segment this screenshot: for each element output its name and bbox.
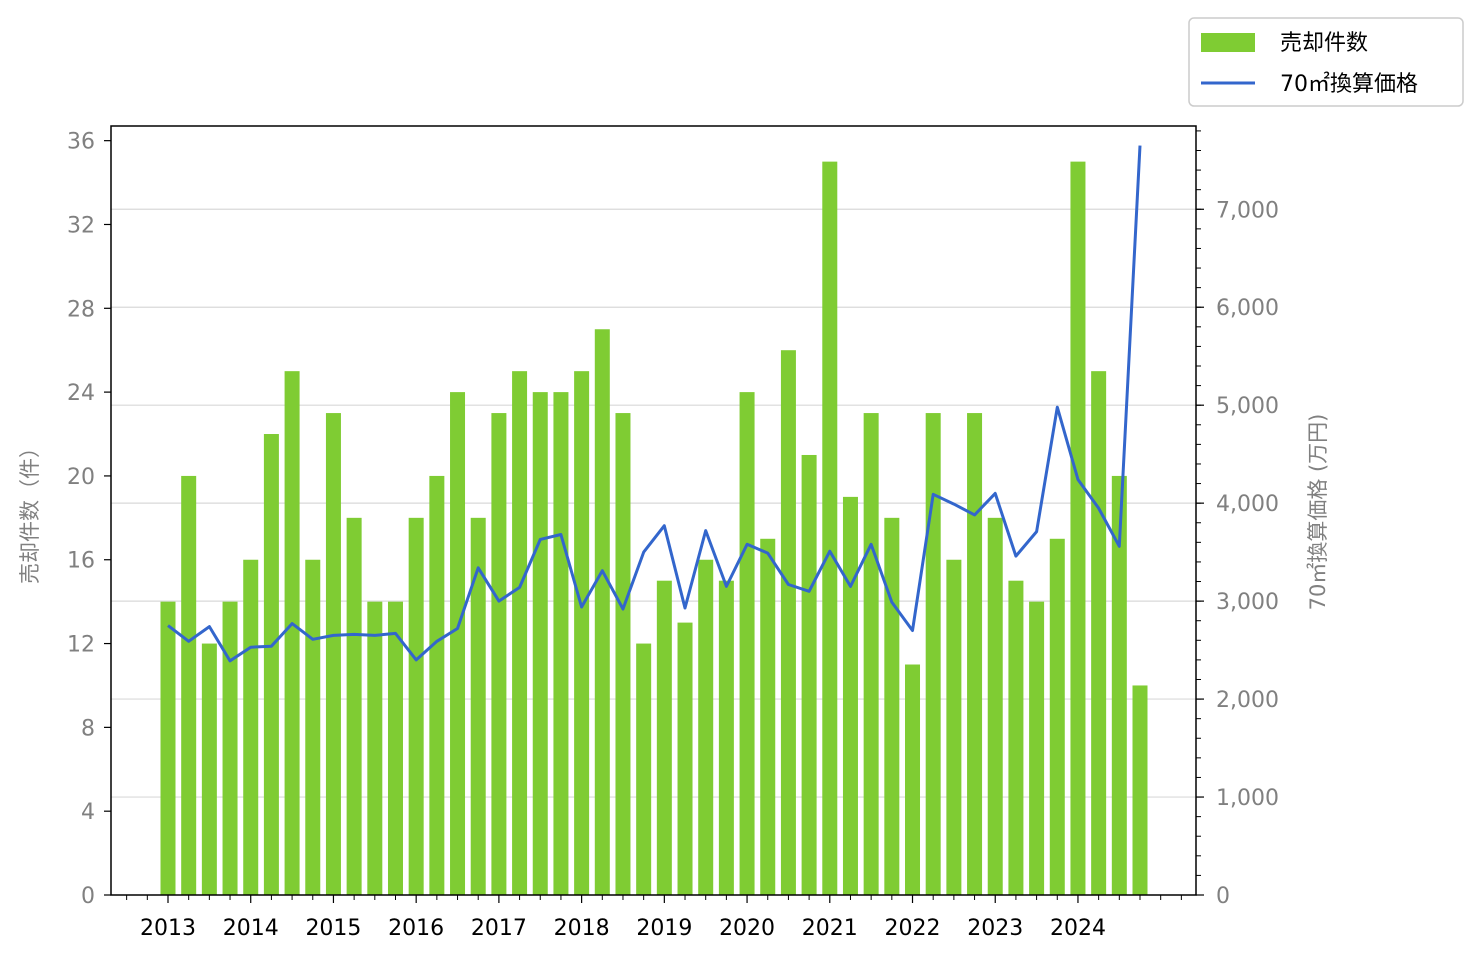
bar (1049, 538, 1065, 895)
bar-series (160, 161, 1148, 896)
x-tick-label: 2013 (140, 916, 196, 941)
right-tick-label: 7,000 (1216, 198, 1279, 223)
left-tick-label: 0 (81, 884, 95, 909)
bar (987, 517, 1003, 895)
bar (863, 413, 879, 895)
bar (967, 413, 983, 895)
left-tick-label: 12 (67, 633, 95, 658)
bar (284, 371, 300, 895)
x-tick-label: 2021 (802, 916, 858, 941)
bar (842, 496, 858, 895)
bar (222, 601, 238, 895)
right-tick-label: 5,000 (1216, 394, 1279, 419)
left-tick-label: 28 (67, 297, 95, 322)
bar (656, 580, 672, 895)
left-tick-label: 4 (81, 800, 95, 825)
left-tick-label: 16 (67, 549, 95, 574)
bar (512, 371, 528, 895)
line-series (167, 145, 1142, 663)
bar (532, 392, 548, 895)
bar (429, 475, 445, 895)
bar (160, 601, 176, 895)
bar (594, 329, 610, 895)
right-tick-label: 0 (1216, 884, 1230, 909)
legend: 売却件数 70㎡換算価格 (1188, 17, 1464, 107)
x-axis: 2013 2014 2015 2016 2017 2018 2019 2020 2021 2022… (126, 895, 1182, 941)
bar (387, 601, 403, 895)
bar (574, 371, 590, 895)
bar (367, 601, 383, 895)
right-axis-label: 70㎡換算価格 (万円) (1306, 414, 1330, 611)
left-tick-label: 36 (67, 130, 95, 155)
bar (1029, 601, 1045, 895)
bar (1111, 475, 1127, 895)
bar (181, 475, 197, 895)
bar (677, 622, 693, 895)
bar (636, 643, 652, 895)
legend-swatch-bar (1201, 33, 1255, 52)
bar (925, 413, 941, 895)
bar (760, 538, 776, 895)
x-tick-label: 2017 (471, 916, 527, 941)
left-tick-label: 32 (67, 213, 95, 238)
bar (491, 413, 507, 895)
bar (905, 664, 921, 895)
x-tick-label: 2023 (967, 916, 1023, 941)
x-tick-label: 2020 (719, 916, 775, 941)
bar (1132, 685, 1148, 895)
legend-box (1188, 17, 1464, 107)
bar (780, 350, 796, 895)
x-tick-label: 2022 (885, 916, 941, 941)
left-axis-label: 売却件数（件） (18, 437, 42, 584)
right-axis: 0 1,000 2,000 3,000 4,000 5,000 6,000 7,000 (1196, 130, 1279, 909)
bar (1070, 161, 1086, 896)
right-tick-label: 2,000 (1216, 688, 1279, 713)
x-tick-label: 2014 (223, 916, 279, 941)
bar (408, 517, 424, 895)
bar (698, 559, 714, 895)
left-tick-label: 8 (81, 716, 95, 741)
legend-label-bar: 売却件数 (1280, 31, 1368, 56)
right-tick-label: 3,000 (1216, 590, 1279, 615)
bar (243, 559, 259, 895)
legend-label-line: 70㎡換算価格 (1280, 71, 1418, 97)
bar (346, 517, 362, 895)
bar (450, 392, 466, 895)
bar (718, 580, 734, 895)
bar (801, 454, 817, 895)
right-tick-label: 1,000 (1216, 786, 1279, 811)
x-tick-label: 2019 (636, 916, 692, 941)
bar (470, 517, 486, 895)
left-tick-label: 20 (67, 465, 95, 490)
plot-frame (110, 125, 1197, 896)
bar (325, 413, 341, 895)
bar (946, 559, 962, 895)
bar (1008, 580, 1024, 895)
bar (822, 161, 838, 896)
price-line (167, 145, 1142, 663)
bar (884, 517, 900, 895)
bar (615, 413, 631, 895)
x-tick-label: 2018 (554, 916, 610, 941)
bar (553, 392, 569, 895)
bar (263, 434, 279, 895)
left-axis: 0 4 8 12 16 20 24 28 32 36 (67, 130, 111, 909)
right-tick-label: 6,000 (1216, 296, 1279, 321)
left-tick-label: 24 (67, 381, 95, 406)
bar (739, 392, 755, 895)
bar (305, 559, 321, 895)
right-tick-label: 4,000 (1216, 492, 1279, 517)
bar (201, 643, 217, 895)
x-tick-label: 2015 (305, 916, 361, 941)
x-tick-label: 2024 (1050, 916, 1106, 941)
x-tick-label: 2016 (388, 916, 444, 941)
bar (1091, 371, 1107, 895)
